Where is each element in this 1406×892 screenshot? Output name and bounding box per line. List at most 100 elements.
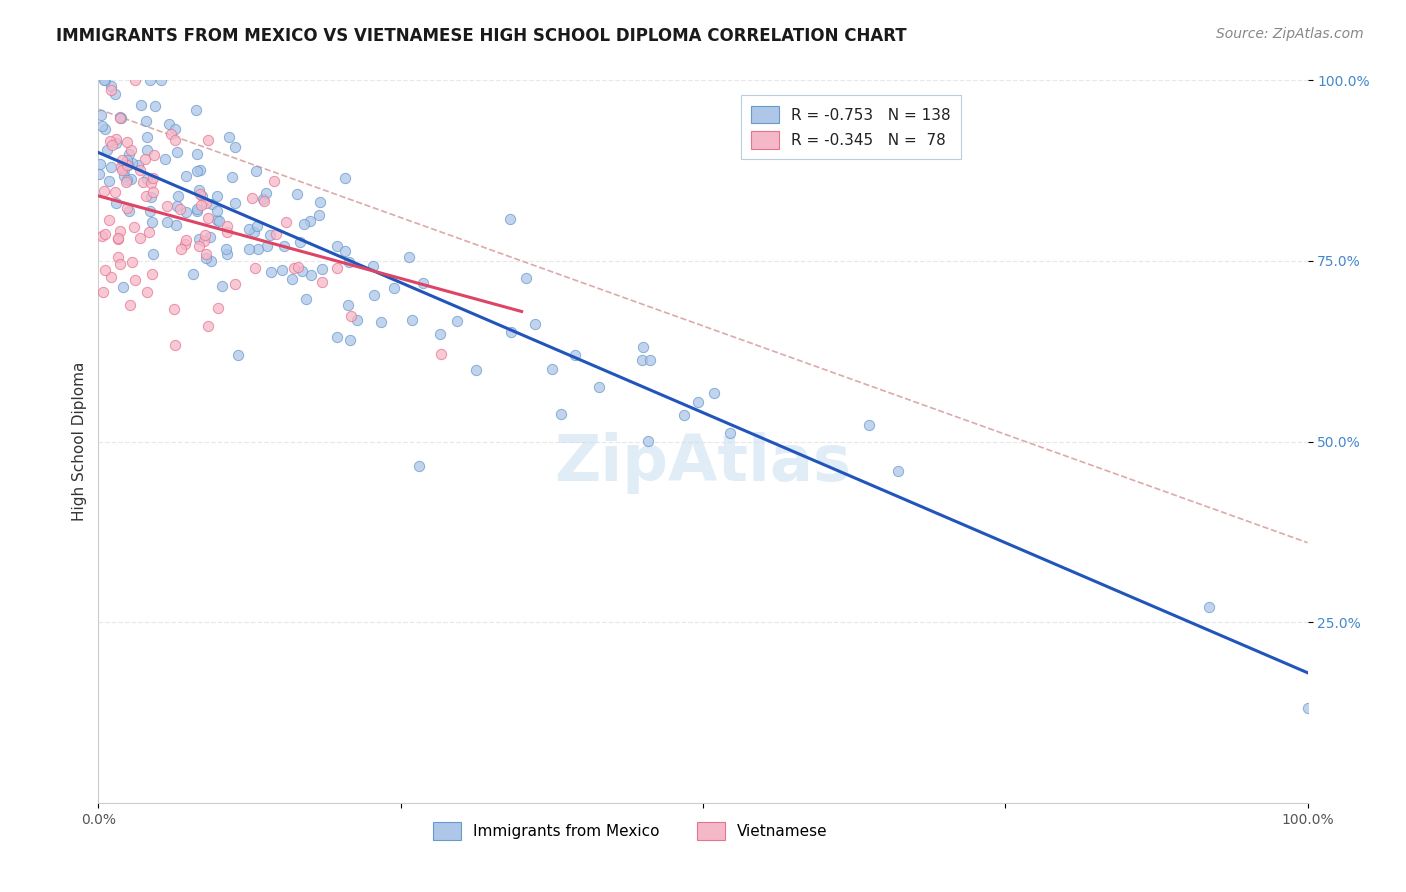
Point <box>97 174 120 188</box>
Point <box>188 163 211 178</box>
Point <box>139 176 162 190</box>
Point <box>139 204 162 219</box>
Point <box>242 225 264 239</box>
Point <box>198 229 221 244</box>
Point <box>207 203 229 218</box>
Point <box>100 83 122 97</box>
Point <box>163 121 186 136</box>
Point <box>370 315 392 329</box>
Point <box>564 348 586 362</box>
Point <box>858 417 880 432</box>
Point <box>174 233 197 247</box>
Point <box>166 145 188 159</box>
Point <box>135 285 157 299</box>
Point <box>115 175 138 189</box>
Point <box>115 153 138 167</box>
Point <box>333 244 356 258</box>
Point <box>288 235 311 249</box>
Point <box>245 163 267 178</box>
Point <box>292 218 315 232</box>
Point <box>339 333 361 347</box>
Point <box>298 213 321 227</box>
Point <box>142 185 165 199</box>
Point <box>274 215 297 229</box>
Point <box>281 272 304 286</box>
Point <box>120 171 142 186</box>
Point <box>194 195 217 210</box>
Point <box>174 204 197 219</box>
Point <box>285 186 308 201</box>
Point <box>115 158 138 172</box>
Point <box>498 212 520 227</box>
Point <box>252 192 274 206</box>
Point <box>340 309 363 323</box>
Point <box>703 386 725 401</box>
Point <box>142 171 165 186</box>
Point <box>141 215 163 229</box>
Point <box>412 276 434 290</box>
Point <box>273 239 295 253</box>
Point <box>107 250 129 264</box>
Point <box>215 247 238 261</box>
Point <box>266 227 288 241</box>
Point <box>160 128 183 142</box>
Point <box>291 264 314 278</box>
Point <box>326 239 349 253</box>
Point <box>111 153 134 168</box>
Point <box>197 319 219 334</box>
Point <box>337 298 360 312</box>
Point <box>224 140 246 154</box>
Point <box>588 380 610 394</box>
Point <box>186 164 208 178</box>
Point <box>311 262 333 277</box>
Point <box>195 251 218 265</box>
Legend: Immigrants from Mexico, Vietnamese: Immigrants from Mexico, Vietnamese <box>427 816 834 846</box>
Point <box>197 133 219 147</box>
Point <box>167 188 190 202</box>
Point <box>91 228 114 243</box>
Point <box>335 170 357 185</box>
Point <box>259 227 281 242</box>
Point <box>117 203 139 218</box>
Point <box>226 348 249 362</box>
Point <box>107 230 129 244</box>
Point <box>188 187 211 202</box>
Point <box>98 212 121 227</box>
Point <box>218 129 240 144</box>
Point <box>90 119 112 133</box>
Point <box>430 347 453 361</box>
Point <box>337 255 360 269</box>
Point <box>165 133 187 147</box>
Point <box>163 302 186 317</box>
Point <box>201 197 224 211</box>
Point <box>131 98 153 112</box>
Point <box>501 325 523 339</box>
Point <box>186 203 208 218</box>
Point <box>205 189 228 203</box>
Point <box>98 134 121 148</box>
Point <box>217 225 239 239</box>
Text: Source: ZipAtlas.com: Source: ZipAtlas.com <box>1216 27 1364 41</box>
Point <box>186 147 208 161</box>
Point <box>121 155 143 169</box>
Point <box>100 79 122 94</box>
Point <box>308 208 330 222</box>
Text: ZipAtlas: ZipAtlas <box>554 433 852 494</box>
Point <box>110 111 132 125</box>
Point <box>260 265 283 279</box>
Point <box>243 261 266 276</box>
Point <box>287 260 309 274</box>
Point <box>194 228 217 243</box>
Point <box>108 224 131 238</box>
Point <box>208 214 231 228</box>
Point <box>141 267 163 281</box>
Point <box>211 278 233 293</box>
Point <box>408 458 430 473</box>
Point <box>157 117 180 131</box>
Point <box>637 434 659 449</box>
Point <box>184 103 207 117</box>
Point <box>325 261 347 276</box>
Point <box>215 243 238 257</box>
Point <box>100 269 122 284</box>
Point <box>188 232 211 246</box>
